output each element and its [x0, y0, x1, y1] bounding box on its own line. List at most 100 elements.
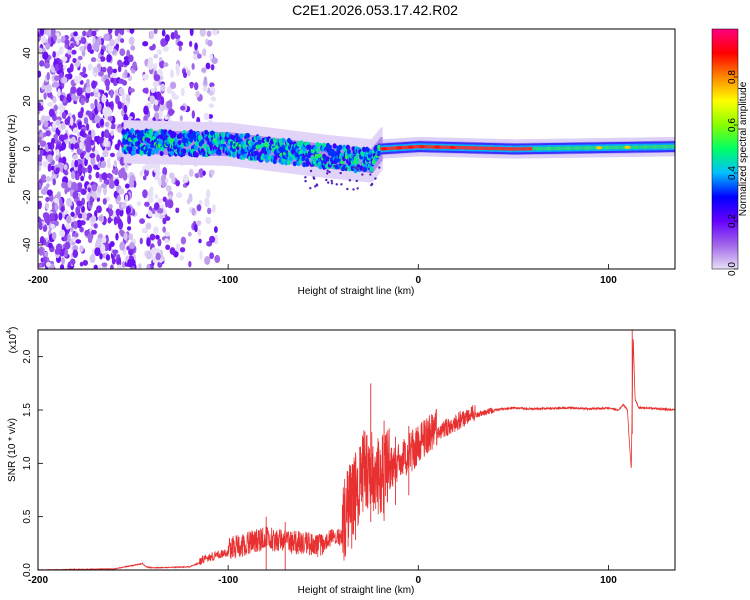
spectrogram-noise-cell: [113, 216, 118, 226]
spectrogram-noise-cell: [175, 207, 180, 214]
spectrogram-noise-cell: [100, 183, 108, 189]
spectrogram-noise-cell: [102, 198, 107, 205]
spectrogram-stray-cell: [335, 183, 338, 186]
spectrogram-noise-cell: [211, 204, 216, 214]
spectrogram-signal-cell: [200, 139, 205, 145]
spectrogram-x-tick-label: -100: [218, 275, 238, 286]
spectrogram-noise-cell: [77, 55, 83, 61]
spectrogram-signal-cell: [194, 152, 199, 158]
spectrogram-noise-cell: [210, 64, 215, 71]
spectrogram-noise-cell: [96, 57, 101, 63]
spectrogram-noise-cell: [45, 143, 49, 152]
spectrogram-noise-cell: [90, 156, 96, 166]
spectrogram-noise-cell: [194, 224, 198, 233]
spectrogram-stray-cell: [310, 164, 314, 168]
spectrogram-y-tick-label: -20: [22, 189, 33, 204]
spectrogram-noise-cell: [39, 140, 47, 147]
spectrogram-noise-cell: [55, 148, 60, 156]
spectrogram-noise-cell: [130, 45, 136, 51]
spectrogram-signal-cell: [315, 147, 320, 154]
spectrogram-noise-cell: [165, 185, 172, 192]
spectrogram-noise-cell: [80, 107, 84, 115]
snr-x-tick-label: 0: [416, 575, 422, 586]
spectrogram-noise-cell: [167, 199, 174, 209]
spectrogram-noise-cell: [119, 241, 126, 251]
spectrogram-noise-cell: [88, 111, 93, 121]
snr-x-axis: -200 -100 0 100: [28, 565, 617, 586]
spectrogram-noise-cell: [55, 154, 59, 162]
spectrogram-marks: [38, 29, 675, 269]
spectrogram-noise-cell: [106, 53, 112, 63]
spectrogram-noise-cell: [152, 43, 156, 50]
spectrogram-noise-cell: [143, 105, 149, 115]
spectrogram-signal-cell: [217, 150, 222, 156]
spectrogram-noise-cell: [183, 174, 189, 183]
spectrogram-stray-cell: [309, 169, 313, 173]
spectrogram-noise-cell: [65, 215, 72, 224]
spectrogram-noise-cell: [75, 239, 82, 244]
spectrogram-noise-cell: [80, 188, 87, 195]
spectrogram-noise-cell: [145, 222, 152, 230]
spectrogram-noise-cell: [101, 130, 105, 139]
spectrogram-noise-cell: [208, 90, 214, 96]
spectrogram-noise-cell: [53, 197, 59, 204]
spectrogram-noise-cell: [189, 29, 194, 37]
spectrogram-noise-cell: [105, 254, 111, 261]
spectrogram-noise-cell: [54, 75, 61, 81]
spectrogram-noise-cell: [128, 241, 135, 249]
colorbar-tick-label: 0.6: [727, 118, 738, 132]
spectrogram-noise-cell: [209, 82, 215, 88]
spectrogram-noise-cell: [101, 262, 108, 267]
spectrogram-noise-cell: [159, 60, 165, 69]
spectrogram-noise-cell: [113, 167, 119, 176]
spectrogram-noise-cell: [180, 87, 185, 97]
spectrogram-noise-cell: [70, 42, 75, 49]
spectrogram-signal-cell: [151, 149, 156, 156]
spectrogram-noise-cell: [164, 238, 169, 244]
spectrogram-noise-cell: [45, 202, 50, 210]
spectrogram-noise-cell: [188, 260, 192, 268]
spectrogram-noise-cell: [147, 60, 154, 70]
spectrogram-signal-cell: [154, 148, 159, 154]
spectrogram-noise-cell: [165, 177, 169, 184]
spectrogram-x-tick-label: 100: [600, 275, 617, 286]
spectrogram-noise-cell: [60, 122, 66, 130]
spectrogram-noise-cell: [186, 69, 191, 77]
spectrogram-noise-cell: [38, 105, 44, 111]
spectrogram-noise-cell: [142, 228, 147, 233]
spectrogram-noise-cell: [93, 264, 98, 269]
spectrogram-noise-cell: [61, 156, 67, 164]
spectrogram-signal-cell: [182, 148, 187, 154]
spectrogram-noise-cell: [95, 237, 102, 246]
spectrogram-noise-cell: [72, 154, 79, 160]
spectrogram-noise-cell: [90, 91, 94, 97]
spectrogram-noise-cell: [151, 207, 156, 215]
spectrogram-noise-cell: [70, 211, 75, 217]
spectrogram-signal-cell: [338, 144, 343, 150]
spectrogram-noise-cell: [125, 194, 129, 203]
spectrogram-noise-cell: [160, 96, 165, 106]
spectrogram-noise-cell: [214, 234, 219, 244]
spectrogram-noise-cell: [96, 154, 101, 163]
spectrogram-noise-cell: [52, 122, 57, 129]
spectrogram-noise-cell: [116, 195, 121, 202]
snr-y-tick-label: 1.0: [22, 456, 33, 470]
spectrogram-noise-cell: [165, 216, 171, 221]
spectrogram-noise-cell: [101, 236, 107, 243]
spectrogram-x-axis: -200 -100 0 100: [28, 264, 617, 286]
spectrogram-noise-cell: [54, 203, 59, 212]
spectrogram-noise-cell: [70, 170, 76, 180]
spectrogram-noise-cell: [73, 96, 79, 102]
spectrogram-signal-cell: [345, 144, 350, 150]
spectrogram-noise-cell: [107, 217, 112, 224]
spectrogram-signal-cell: [130, 128, 135, 134]
spectrogram-noise-cell: [73, 220, 78, 230]
snr-x-tick-label: -200: [28, 575, 48, 586]
spectrogram-noise-cell: [153, 29, 158, 35]
spectrogram-noise-cell: [39, 29, 45, 36]
spectrogram-signal-cell: [273, 154, 278, 161]
spectrogram-stray-cell: [340, 183, 343, 186]
spectrogram-noise-cell: [99, 56, 106, 62]
spectrogram-signal-cell: [178, 133, 183, 139]
spectrogram-noise-cell: [95, 87, 99, 93]
